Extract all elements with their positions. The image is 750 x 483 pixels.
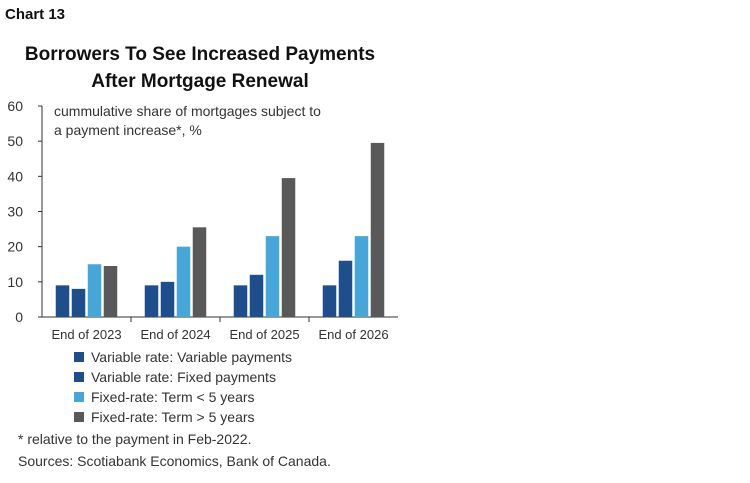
- bar: [338, 260, 353, 317]
- bar: [233, 285, 248, 317]
- footnote: * relative to the payment in Feb-2022.: [18, 431, 252, 447]
- chart-title-line1: Borrowers To See Increased Payments: [24, 44, 376, 65]
- chart-title-line2: After Mortgage Renewal: [91, 71, 309, 92]
- legend-item: Fixed-rate: Term < 5 years: [74, 387, 292, 407]
- legend-swatch: [74, 352, 84, 362]
- legend-swatch: [74, 392, 84, 402]
- y-tick-label: 50: [7, 133, 23, 149]
- bar: [354, 236, 369, 317]
- chart-axes: 0 10 20 30 40 50 60 End of 2023 End of 2024 End o…: [7, 98, 398, 342]
- legend-item: Variable rate: Variable payments: [74, 347, 292, 367]
- legend-swatch: [74, 372, 84, 382]
- legend-label: Variable rate: Variable payments: [91, 349, 293, 365]
- y-tick-label: 60: [7, 98, 23, 114]
- bar: [281, 178, 296, 317]
- bar: [322, 285, 337, 317]
- y-tick-label: 0: [15, 309, 23, 325]
- x-tick-label: End of 2023: [51, 327, 121, 342]
- bar: [249, 274, 264, 317]
- chart-subtitle-line1: cummulative share of mortgages subject t…: [54, 103, 321, 119]
- bar: [55, 285, 70, 317]
- x-tick-label: End of 2025: [229, 327, 299, 342]
- bar: [265, 236, 280, 317]
- y-tick-label: 10: [7, 274, 23, 290]
- bar: [370, 142, 385, 317]
- x-tick-label: End of 2026: [318, 327, 388, 342]
- chart-label: Chart 13: [5, 6, 66, 23]
- legend-label: Variable rate: Fixed payments: [91, 369, 276, 385]
- bar: [192, 227, 207, 317]
- source-note: Sources: Scotiabank Economics, Bank of C…: [18, 453, 331, 469]
- chart-subtitle-line2: a payment increase*, %: [54, 122, 202, 138]
- legend-item: Fixed-rate: Term > 5 years: [74, 407, 292, 427]
- bar-group: [55, 142, 385, 317]
- bar: [71, 288, 86, 317]
- bar: [144, 285, 159, 317]
- y-tick-label: 40: [7, 168, 23, 184]
- y-tick-label: 20: [7, 239, 23, 255]
- legend-swatch: [74, 412, 84, 422]
- chart-legend: Variable rate: Variable payments Variabl…: [74, 347, 292, 427]
- y-tick-label: 30: [7, 204, 23, 220]
- legend-label: Fixed-rate: Term < 5 years: [91, 389, 255, 405]
- bar: [103, 266, 118, 317]
- x-tick-label: End of 2024: [140, 327, 210, 342]
- legend-label: Fixed-rate: Term > 5 years: [91, 409, 255, 425]
- bar: [176, 246, 191, 317]
- legend-item: Variable rate: Fixed payments: [74, 367, 292, 387]
- bar: [87, 264, 102, 317]
- bar: [160, 281, 175, 317]
